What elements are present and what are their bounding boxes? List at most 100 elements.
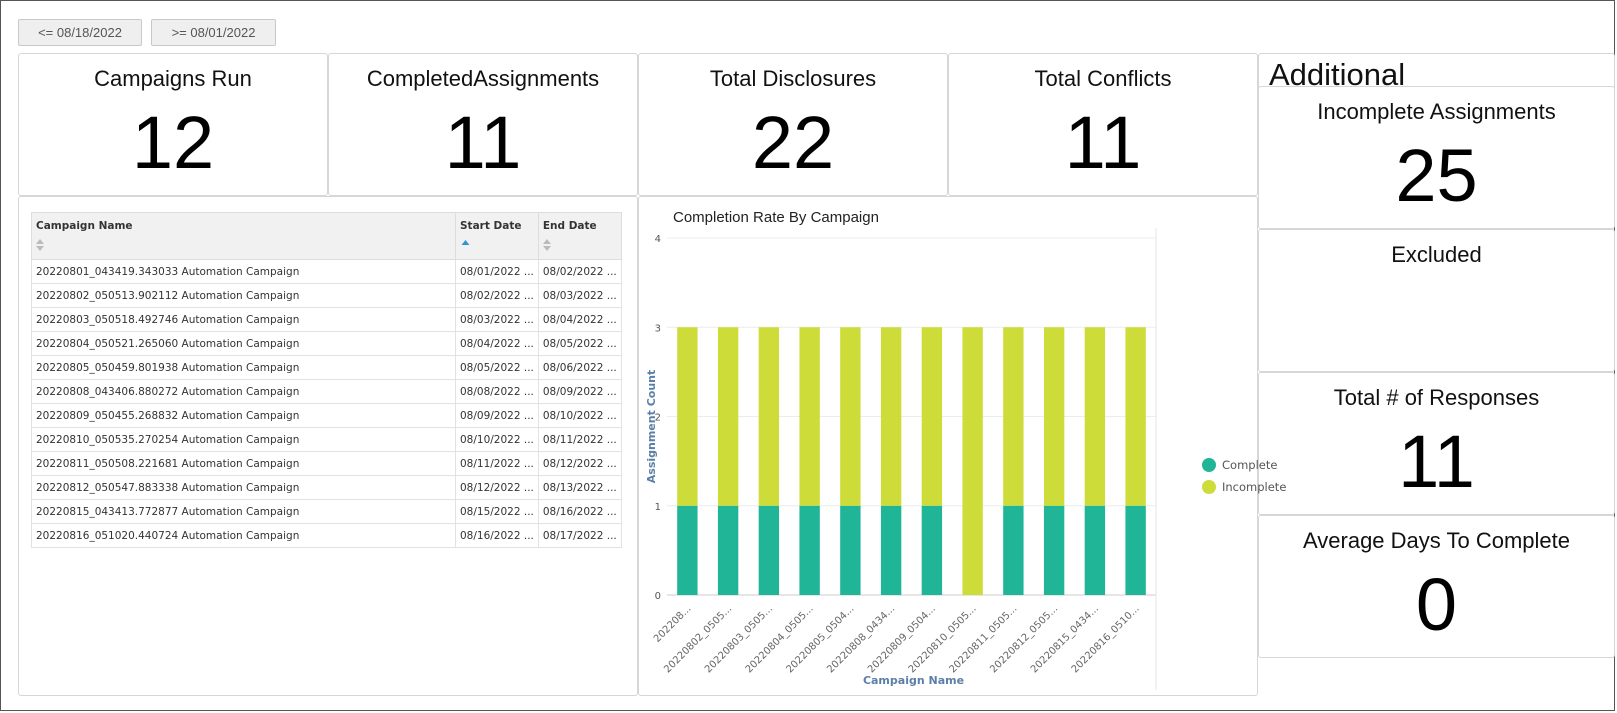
kpi-value: 11 [444,101,522,184]
column-header-campaign-name[interactable]: Campaign Name [31,212,456,260]
kpi-campaigns-run: Campaigns Run 12 [18,53,328,196]
sort-both-icon[interactable] [36,239,44,251]
sort-ascending-icon[interactable] [460,239,471,251]
table-row[interactable]: 20220808_043406.880272 Automation Campai… [31,379,622,404]
kpi-title: CompletedAssignments [366,66,600,91]
bar-complete [1003,505,1024,595]
table-cell: 20220805_050459.801938 Automation Campai… [31,355,456,380]
kpi-total-conflicts: Total Conflicts 11 [948,53,1258,196]
y-tick-label: 3 [655,323,661,334]
legend-label: Complete [1222,458,1278,472]
table-cell: 08/05/2022 ... [455,355,539,380]
completion-rate-chart: 0 1 2 3 4 202208...20220802_0505...20220803_0… [645,228,1157,690]
table-cell: 08/04/2022 ... [455,331,539,356]
table-cell: 08/12/2022 ... [537,451,622,476]
x-tick-label: 20220816_0510... [1070,603,1142,675]
tile-excluded: Excluded [1258,229,1615,372]
table-cell: 20220802_050513.902112 Automation Campai… [31,283,456,308]
table-row[interactable]: 20220810_050535.270254 Automation Campai… [31,427,622,452]
bar-complete [799,505,820,595]
bar-complete [1084,505,1106,595]
table-row[interactable]: 20220802_050513.902112 Automation Campai… [31,283,622,308]
table-cell: 08/02/2022 ... [455,283,539,308]
legend-item-complete[interactable]: Complete [1202,458,1277,472]
table-cell: 08/03/2022 ... [455,307,539,332]
x-axis-title: Campaign Name [863,674,964,687]
chart-panel [638,196,1258,696]
table-row[interactable]: 20220811_050508.221681 Automation Campai… [31,451,622,476]
campaign-table-body: 20220801_043419.343033 Automation Campai… [31,259,622,548]
y-tick-label: 1 [655,502,661,513]
tile-incomplete-assignments: Incomplete Assignments 25 [1258,86,1615,229]
bar-complete [1125,505,1146,595]
bar-complete [840,505,861,595]
tile-title: Total # of Responses [1333,385,1540,410]
legend-label: Incomplete [1222,480,1287,494]
table-cell: 20220803_050518.492746 Automation Campai… [31,307,456,332]
column-header-end-date[interactable]: End Date [537,212,622,260]
campaign-table: Campaign Name Start Date End Date 202208… [31,212,622,548]
legend-dot-icon [1202,480,1216,494]
chart-title: Completion Rate By Campaign [673,209,879,226]
bar-incomplete [1003,327,1024,506]
legend-item-incomplete[interactable]: Incomplete [1202,480,1286,494]
bar-incomplete [880,327,902,506]
table-cell: 08/05/2022 ... [537,331,622,356]
table-cell: 20220801_043419.343033 Automation Campai… [31,259,456,284]
end-date-filter-button[interactable]: <= 08/18/2022 [18,19,142,46]
table-cell: 08/10/2022 ... [455,427,539,452]
table-row[interactable]: 20220804_050521.265060 Automation Campai… [31,331,622,356]
table-cell: 20220811_050508.221681 Automation Campai… [31,451,456,476]
table-cell: 08/11/2022 ... [537,427,622,452]
x-tick-label: 20220804_0505... [744,603,816,675]
table-cell: 08/11/2022 ... [455,451,539,476]
table-cell: 08/15/2022 ... [455,499,539,524]
table-cell: 08/02/2022 ... [537,259,622,284]
table-cell: 08/06/2022 ... [537,355,622,380]
start-date-filter-button[interactable]: >= 08/01/2022 [151,19,276,46]
table-row[interactable]: 20220812_050547.883338 Automation Campai… [31,475,622,500]
table-cell: 20220804_050521.265060 Automation Campai… [31,331,456,356]
kpi-completed-assignments: CompletedAssignments 11 [328,53,638,196]
column-header-label: Campaign Name [36,220,133,232]
x-tick-label: 20220812_0505... [988,603,1060,675]
table-cell: 20220815_043413.772877 Automation Campai… [31,499,456,524]
column-header-label: Start Date [460,220,522,232]
bar-complete [1043,505,1065,595]
table-row[interactable]: 20220803_050518.492746 Automation Campai… [31,307,622,332]
bar-incomplete [677,327,698,506]
table-row[interactable]: 20220816_051020.440724 Automation Campai… [31,523,622,548]
bar-incomplete [1043,327,1065,506]
bar-complete [677,505,698,595]
table-row[interactable]: 20220809_050455.268832 Automation Campai… [31,403,622,428]
sort-both-icon[interactable] [542,239,551,251]
x-tick-label: 20220811_0505... [947,603,1019,675]
y-tick-label: 2 [655,413,661,424]
x-tick-label: 20220805_0504... [784,603,856,675]
bar-complete [921,505,943,595]
tile-value: 0 [1415,563,1458,646]
table-cell: 08/04/2022 ... [537,307,622,332]
kpi-value: 12 [131,101,215,184]
kpi-title: Campaigns Run [94,66,252,91]
table-cell: 08/01/2022 ... [455,259,539,284]
bar-complete [717,505,739,595]
bar-complete [880,505,902,595]
tile-title: Incomplete Assignments [1317,99,1556,124]
legend-dot-icon [1202,458,1216,472]
table-cell: 20220816_051020.440724 Automation Campai… [31,523,456,548]
x-tick-label: 20220803_0505... [703,603,775,675]
column-header-start-date[interactable]: Start Date [455,212,539,260]
bar-incomplete [799,327,820,506]
kpi-value: 22 [751,101,835,184]
kpi-title: Total Conflicts [1034,66,1172,91]
x-tick-label: 20220809_0504... [866,603,938,675]
table-row[interactable]: 20220815_043413.772877 Automation Campai… [31,499,622,524]
table-row[interactable]: 20220801_043419.343033 Automation Campai… [31,259,622,284]
table-cell: 20220810_050535.270254 Automation Campai… [31,427,456,452]
bar-incomplete [758,327,780,506]
tile-title: Average Days To Complete [1303,528,1570,553]
table-cell: 20220808_043406.880272 Automation Campai… [31,379,456,404]
table-cell: 08/12/2022 ... [455,475,539,500]
table-row[interactable]: 20220805_050459.801938 Automation Campai… [31,355,622,380]
